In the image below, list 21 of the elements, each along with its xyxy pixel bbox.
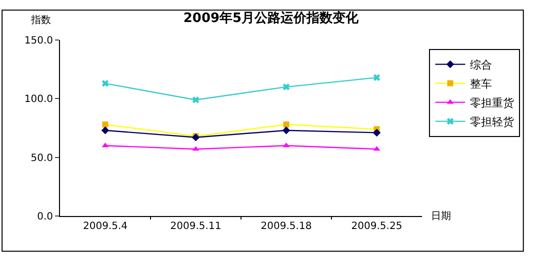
x-tick-label: 2009.5.11 bbox=[170, 221, 222, 232]
point bbox=[372, 128, 381, 137]
point bbox=[192, 96, 200, 104]
chart-title: 2009年5月公路运价指数变化 bbox=[183, 10, 360, 26]
y-tick-label: 100.0 bbox=[24, 94, 53, 106]
y-tick-label: 0.0 bbox=[37, 212, 53, 222]
point bbox=[101, 126, 110, 134]
x-tick-label: 2009.5.4 bbox=[82, 221, 128, 232]
point bbox=[102, 80, 109, 87]
y-tick-label: 150.0 bbox=[24, 36, 53, 46]
point bbox=[282, 84, 290, 90]
legend-label: 零担轻货 bbox=[470, 116, 514, 129]
x-axis-title: 日期 bbox=[431, 210, 451, 222]
legend-label: 零担重货 bbox=[470, 96, 514, 110]
y-axis-title: 指数 bbox=[30, 14, 51, 26]
x-tick-label: 2009.5.25 bbox=[351, 221, 402, 232]
y-tick-label: 50.0 bbox=[30, 152, 53, 164]
legend-label: 综合 bbox=[470, 58, 492, 72]
x-tick-label: 2009.5.18 bbox=[260, 221, 312, 232]
point bbox=[282, 126, 290, 134]
legend-label: 整车 bbox=[470, 78, 492, 91]
